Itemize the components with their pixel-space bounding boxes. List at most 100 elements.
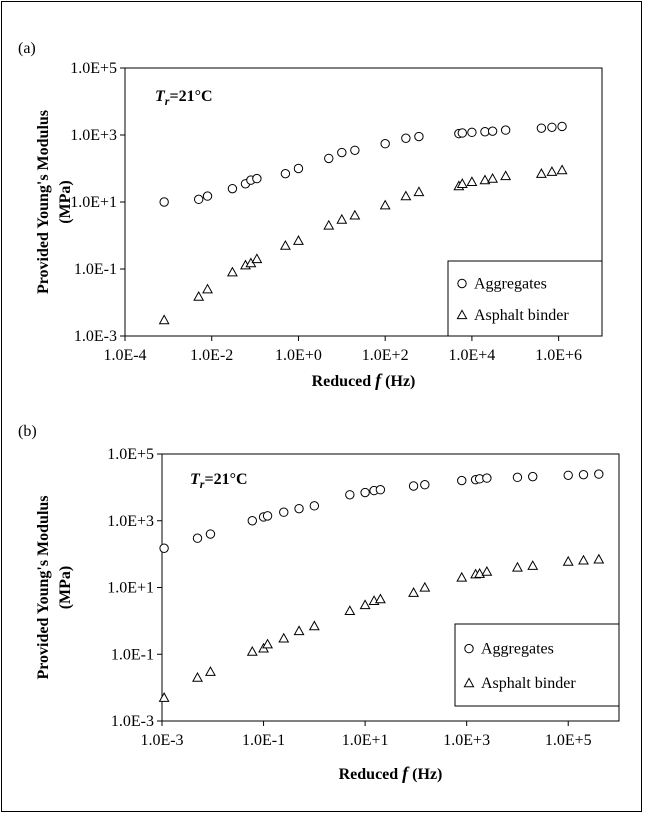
x-axis-label-unit: (Hz) — [408, 766, 442, 783]
legend-marker-circle — [464, 643, 474, 654]
data-point-aggregates — [345, 490, 355, 500]
annotation-subscript: r — [165, 94, 170, 108]
data-point-aggregates — [375, 485, 386, 495]
data-point-aggregates — [408, 481, 419, 491]
legend-label: Asphalt binder — [474, 307, 569, 324]
y-tick-label: 1.0E+3 — [107, 513, 154, 530]
data-point-aggregates — [500, 125, 511, 135]
data-point-asphalt-binder — [456, 571, 468, 582]
data-point-asphalt-binder — [556, 164, 568, 175]
data-point-asphalt-binder — [500, 170, 512, 181]
x-axis-label: Reduced f (Hz) — [312, 370, 416, 390]
data-point-asphalt-binder — [479, 174, 491, 185]
data-point-asphalt-binder — [359, 599, 371, 610]
data-point-asphalt-binder — [293, 235, 304, 245]
data-point-aggregates — [547, 122, 557, 132]
data-point-asphalt-binder — [336, 213, 348, 224]
data-point-asphalt-binder — [546, 166, 558, 176]
data-point-aggregates — [380, 138, 390, 149]
data-point-asphalt-binder — [593, 553, 605, 564]
legend-box — [454, 623, 620, 707]
data-point-aggregates — [401, 133, 411, 143]
data-point-asphalt-binder — [262, 638, 274, 649]
x-tick-label: 1.0E+2 — [362, 347, 409, 364]
data-point-asphalt-binder — [279, 239, 291, 250]
x-tick-label: 1.0E+4 — [449, 347, 496, 364]
legend-marker-triangle — [456, 309, 468, 320]
y-axis-label-line: (MPa) — [57, 566, 74, 610]
x-axis-label-symbol: f — [402, 763, 410, 783]
data-point-asphalt-binder — [413, 186, 425, 197]
x-tick-label: 1.0E-4 — [103, 347, 146, 364]
data-point-aggregates — [578, 469, 589, 480]
series-asphalt-binder — [158, 164, 568, 325]
data-point-asphalt-binder — [192, 671, 203, 682]
data-point-aggregates — [414, 131, 424, 142]
data-point-aggregates — [512, 472, 523, 483]
data-point-aggregates — [557, 121, 567, 132]
data-point-asphalt-binder — [481, 565, 493, 576]
series-asphalt-binder — [158, 553, 605, 702]
reference-temperature-annotation: Tr=21°C — [190, 471, 248, 491]
data-point-aggregates — [159, 543, 169, 553]
legend-label: Asphalt binder — [481, 675, 576, 692]
y-tick-label: 1.0E+1 — [107, 580, 154, 597]
data-point-asphalt-binder — [246, 645, 258, 656]
data-point-aggregates — [528, 471, 538, 482]
data-point-aggregates — [262, 511, 273, 521]
data-point-asphalt-binder — [193, 290, 205, 301]
data-point-asphalt-binder — [535, 168, 547, 178]
data-point-asphalt-binder — [400, 190, 412, 201]
annotation-subscript: r — [200, 477, 205, 491]
data-point-asphalt-binder — [226, 266, 238, 277]
y-tick-label: 1.0E+1 — [70, 194, 117, 211]
data-point-aggregates — [536, 123, 547, 133]
data-point-aggregates — [192, 533, 203, 543]
data-point-asphalt-binder — [419, 581, 431, 592]
data-point-asphalt-binder — [578, 554, 589, 565]
legend-label: Aggregates — [474, 276, 547, 293]
reference-temperature-annotation: Tr=21°C — [155, 88, 213, 108]
series-aggregates — [159, 469, 604, 553]
y-tick-label: 1.0E+5 — [70, 60, 117, 77]
y-axis-label-line: Provided Young's Modulus — [35, 110, 52, 294]
y-tick-label: 1.0E-3 — [111, 713, 154, 730]
data-point-aggregates — [293, 163, 304, 174]
data-point-asphalt-binder — [527, 560, 539, 570]
legend-marker-triangle — [463, 677, 475, 688]
data-point-asphalt-binder — [158, 314, 170, 325]
annotation-symbol: T — [155, 88, 166, 105]
y-tick-label: 1.0E-1 — [74, 261, 117, 278]
data-point-asphalt-binder — [408, 587, 420, 597]
data-point-asphalt-binder — [202, 283, 213, 294]
x-tick-label: 1.0E-3 — [140, 732, 183, 749]
data-point-asphalt-binder — [349, 209, 361, 220]
data-point-asphalt-binder — [511, 561, 523, 572]
annotation-value: =21°C — [204, 471, 247, 488]
x-tick-label: 1.0E+1 — [342, 732, 389, 749]
x-axis-label-main: Reduced — [312, 373, 376, 390]
data-point-asphalt-binder — [344, 605, 356, 616]
data-point-aggregates — [480, 127, 490, 137]
data-point-aggregates — [247, 516, 257, 526]
data-point-aggregates — [279, 507, 289, 517]
panel-label: (a) — [18, 40, 36, 57]
data-point-aggregates — [337, 147, 347, 158]
data-point-aggregates — [360, 487, 370, 498]
data-point-asphalt-binder — [323, 219, 335, 230]
y-axis-label-line: Provided Young's Modulus — [35, 495, 52, 679]
y-tick-label: 1.0E-1 — [111, 646, 154, 663]
data-point-aggregates — [467, 127, 477, 138]
data-point-aggregates — [457, 475, 467, 486]
x-tick-label: 1.0E-1 — [242, 732, 285, 749]
y-tick-label: 1.0E+3 — [70, 127, 117, 144]
data-point-aggregates — [227, 183, 238, 194]
data-point-asphalt-binder — [466, 176, 478, 187]
data-point-aggregates — [309, 501, 320, 511]
legend-marker-circle — [457, 278, 467, 289]
chart-panel-b: (b) 1.0E-3 1.0E-1 1.0E+1 1.0E+3 1.0E+5 1.0E-3 1… — [18, 423, 620, 783]
data-point-asphalt-binder — [308, 620, 320, 631]
data-point-aggregates — [420, 480, 430, 490]
